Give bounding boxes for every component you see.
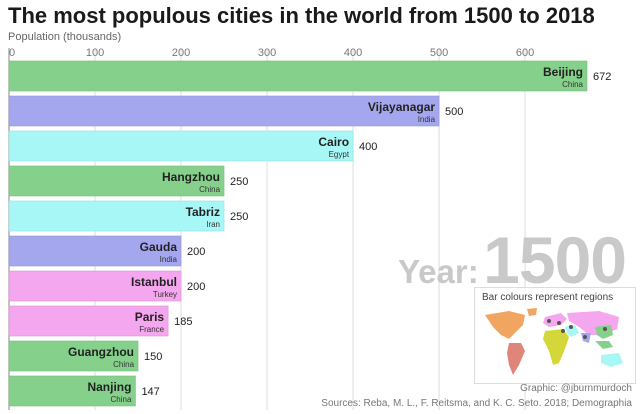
country-label: China bbox=[111, 395, 132, 404]
city-label: Istanbul bbox=[131, 275, 177, 289]
bar bbox=[8, 60, 588, 92]
country-label: China bbox=[113, 360, 134, 369]
bar bbox=[8, 270, 182, 302]
bar bbox=[8, 235, 182, 267]
bar bbox=[8, 340, 139, 372]
value-label: 672 bbox=[593, 71, 611, 83]
country-label: China bbox=[199, 185, 220, 194]
value-label: 250 bbox=[230, 211, 248, 223]
city-label: Guangzhou bbox=[68, 345, 134, 359]
x-tick-label: 0 bbox=[9, 47, 15, 59]
axis-ticks: 0 100 200 300 400 500 600 bbox=[9, 47, 534, 59]
bar bbox=[8, 95, 440, 127]
country-label: Iran bbox=[206, 220, 220, 229]
city-label: Hangzhou bbox=[162, 170, 220, 184]
city-label: Nanjing bbox=[87, 380, 131, 394]
year-indicator: Year: 1500 bbox=[397, 222, 627, 298]
legend-title: Bar colours represent regions bbox=[482, 292, 614, 303]
sources-note: Sources: Reba, M. L., F. Reitsma, and K.… bbox=[321, 398, 632, 409]
city-label: Beijing bbox=[543, 65, 583, 79]
bars: BeijingChina672VijayanagarIndia500CairoE… bbox=[8, 60, 611, 407]
x-tick-label: 500 bbox=[430, 47, 448, 59]
x-tick-label: 400 bbox=[344, 47, 362, 59]
bar bbox=[8, 165, 225, 197]
country-label: China bbox=[562, 80, 583, 89]
country-label: India bbox=[418, 115, 436, 124]
bar bbox=[8, 375, 136, 407]
year-prefix: Year: bbox=[397, 253, 479, 290]
country-label: Egypt bbox=[329, 150, 350, 159]
region-legend: Bar colours represent regions bbox=[474, 287, 636, 384]
value-label: 500 bbox=[445, 106, 463, 118]
x-tick-label: 300 bbox=[258, 47, 276, 59]
city-label: Gauda bbox=[140, 240, 178, 254]
value-label: 185 bbox=[174, 316, 192, 328]
value-label: 200 bbox=[187, 281, 205, 293]
graphic-credit: Graphic: @jburnmurdoch bbox=[520, 383, 632, 394]
country-label: India bbox=[160, 255, 178, 264]
axis-label: Population (thousands) bbox=[8, 31, 122, 43]
bar bbox=[8, 305, 169, 337]
country-label: France bbox=[139, 325, 164, 334]
year-value: 1500 bbox=[483, 223, 627, 297]
value-label: 250 bbox=[230, 176, 248, 188]
x-tick-label: 100 bbox=[86, 47, 104, 59]
value-label: 200 bbox=[187, 246, 205, 258]
country-label: Turkey bbox=[153, 290, 177, 299]
value-label: 150 bbox=[144, 351, 162, 363]
city-label: Tabriz bbox=[186, 205, 220, 219]
chart-title: The most populous cities in the world fr… bbox=[8, 3, 595, 28]
value-label: 147 bbox=[141, 386, 159, 398]
city-label: Cairo bbox=[318, 135, 349, 149]
bar bbox=[8, 130, 354, 162]
city-label: Paris bbox=[135, 310, 165, 324]
value-label: 400 bbox=[359, 141, 377, 153]
bar bbox=[8, 200, 225, 232]
world-map-icon bbox=[485, 308, 623, 375]
x-tick-label: 600 bbox=[516, 47, 534, 59]
x-tick-label: 200 bbox=[172, 47, 190, 59]
city-label: Vijayanagar bbox=[368, 100, 435, 114]
